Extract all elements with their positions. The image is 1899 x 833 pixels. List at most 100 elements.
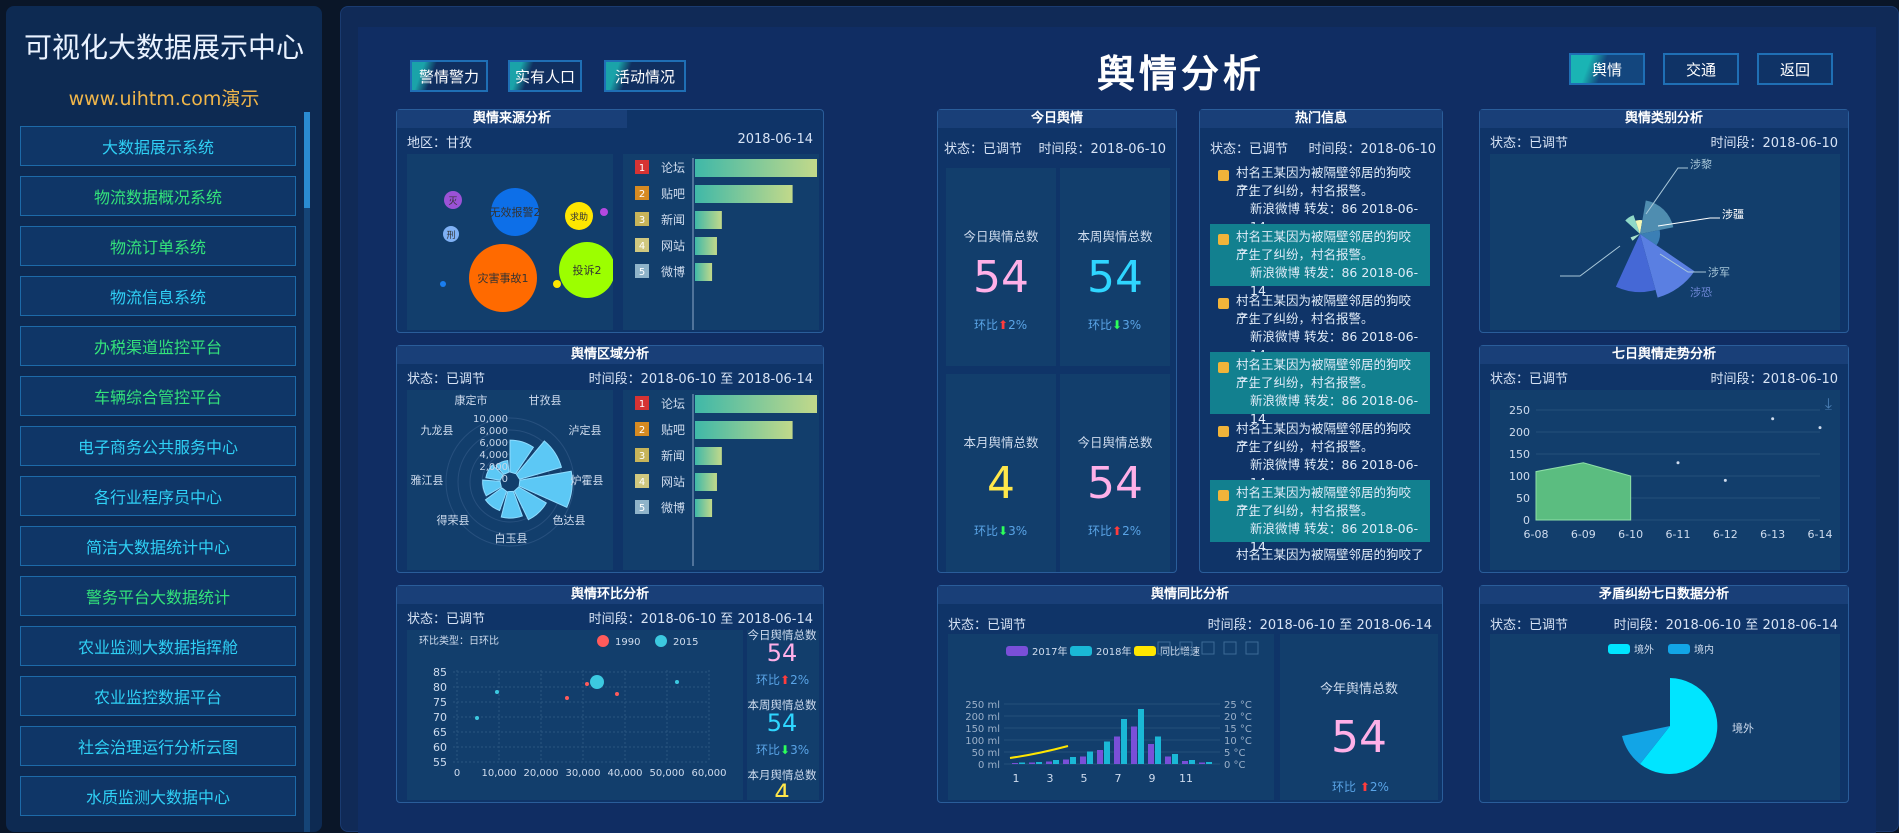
hot-info-item-partial[interactable]: 村名王某因为被隔壁邻居的狗咬了 bbox=[1236, 547, 1424, 562]
bubble-label: 刑 bbox=[446, 230, 455, 241]
sidebar-item[interactable]: 物流数据概况系统 bbox=[20, 176, 296, 216]
rose-slice bbox=[1630, 234, 1640, 241]
sidebar-item[interactable]: 物流信息系统 bbox=[20, 276, 296, 316]
rank-number: 1 bbox=[639, 399, 645, 410]
radial-chart: 10,000 8,000 6,000 4,000 2,000 0 康定市 甘孜县 泸定县 炉霍县色… bbox=[407, 390, 613, 570]
bar-mark bbox=[695, 473, 717, 491]
stat-value: 54 bbox=[1087, 458, 1143, 509]
radial-bar bbox=[484, 487, 508, 512]
sidebar-menu: 大数据展示系统 物流数据概况系统 物流订单系统 物流信息系统 办税渠道监控平台 车辆综合管… bbox=[20, 126, 296, 826]
stat-ratio: 环比⬆2% bbox=[1088, 522, 1141, 539]
hot-info-item[interactable]: 村名王某因为被隔壁邻居的狗咬了， 产生了纠纷，村名报警。 新浪微博 转发：86 … bbox=[1210, 160, 1430, 234]
bar-label: 网站 bbox=[661, 239, 685, 253]
sidebar-item[interactable]: 水质监测大数据中心 bbox=[20, 776, 296, 816]
time-range-label: 时间段：2018-06-10 至 2018-06-14 bbox=[588, 372, 813, 387]
sidebar-item[interactable]: 车辆综合管控平台 bbox=[20, 376, 296, 416]
scatter-point bbox=[475, 716, 479, 720]
scatter-point bbox=[495, 690, 499, 694]
tab-activity[interactable]: 活动情况 bbox=[604, 60, 686, 92]
tab-population[interactable]: 实有人口 bbox=[508, 60, 582, 92]
stat-card: 本月舆情总数 4 环比⬇3% bbox=[946, 374, 1056, 572]
y-tick: 50 bbox=[1516, 492, 1530, 505]
bar-2018 bbox=[1036, 762, 1042, 764]
bar-mark bbox=[695, 237, 717, 255]
bar-2018 bbox=[1121, 719, 1127, 764]
data-point bbox=[1818, 426, 1822, 430]
rank-badge bbox=[635, 212, 649, 226]
pie-label: 境外 bbox=[1732, 721, 1754, 735]
radial-tick: 6,000 bbox=[479, 438, 508, 449]
sidebar-scrollbar-thumb[interactable] bbox=[304, 112, 310, 208]
x-tick: 6-10 bbox=[1618, 528, 1643, 541]
bubble-mark bbox=[559, 242, 615, 298]
bar-2017 bbox=[1097, 750, 1103, 764]
hot-info-item[interactable]: 村名王某因为被隔壁邻居的狗咬了， 产生了纠纷，村名报警。 新浪微博 转发：86 … bbox=[1210, 352, 1430, 426]
y-tick-right: 0 °C bbox=[1224, 760, 1246, 771]
rank-badge bbox=[635, 474, 649, 488]
back-button[interactable]: 返回 bbox=[1757, 53, 1833, 85]
label-line bbox=[1659, 253, 1706, 273]
hot-meta: 新浪微博 转发：86 2018-06-14 bbox=[1250, 521, 1419, 554]
sidebar-item[interactable]: 各行业程序员中心 bbox=[20, 476, 296, 516]
rose-slice bbox=[1615, 234, 1656, 292]
year-ratio: 环比 ⬆2% bbox=[1332, 778, 1389, 795]
ratio-value: 3% bbox=[1008, 524, 1028, 538]
sidebar-item[interactable]: 办税渠道监控平台 bbox=[20, 326, 296, 366]
tab-police-force[interactable]: 警情警力 bbox=[410, 60, 488, 92]
radial-category: 白玉县 bbox=[495, 531, 528, 545]
y-tick-right: 20 °C bbox=[1224, 712, 1252, 723]
download-icon[interactable]: ⤓ bbox=[1824, 394, 1832, 413]
sidebar-item[interactable]: 警务平台大数据统计 bbox=[20, 576, 296, 616]
trend-panel: 七日舆情走势分析 状态：已调节 时间段：2018-06-10 250 200 150… bbox=[1479, 345, 1849, 573]
sidebar-item[interactable]: 物流订单系统 bbox=[20, 226, 296, 266]
stat-ratio: 环比⬇3% bbox=[974, 522, 1027, 539]
legend-label: 2017年 bbox=[1032, 645, 1067, 658]
tab-traffic[interactable]: 交通 bbox=[1663, 53, 1739, 85]
radial-category: 泸定县 bbox=[569, 423, 602, 437]
ratio-value: 3% bbox=[1122, 318, 1142, 332]
bar-2017 bbox=[1114, 736, 1120, 764]
sidebar-scrollbar-track[interactable] bbox=[304, 112, 310, 832]
ratio-value: 2% bbox=[1122, 524, 1142, 538]
rank-badge bbox=[635, 500, 649, 514]
sidebar-item[interactable]: 社会治理运行分析云图 bbox=[20, 726, 296, 766]
bar-2018 bbox=[1104, 741, 1110, 764]
hot-info-list[interactable]: 村名王某因为被隔壁邻居的狗咬了， 产生了纠纷，村名报警。 新浪微博 转发：86 … bbox=[1210, 160, 1436, 568]
bar-2018 bbox=[1172, 754, 1178, 764]
hot-info-item[interactable]: 村名王某因为被隔壁邻居的狗咬了， 产生了纠纷，村名报警。 新浪微博 转发：86 … bbox=[1210, 416, 1430, 490]
download-icon bbox=[1245, 641, 1259, 655]
y-tick: 200 bbox=[1509, 426, 1530, 439]
hot-info-item[interactable]: 村名王某因为被隔壁邻居的狗咬了， 产生了纠纷，村名报警。 新浪微博 转发：86 … bbox=[1210, 480, 1430, 554]
sidebar-title: 可视化大数据展示中心 bbox=[23, 31, 304, 64]
sidebar-item[interactable]: 农业监控数据平台 bbox=[20, 676, 296, 716]
hot-info-item[interactable]: 村名王某因为被隔壁邻居的狗咬了， 产生了纠纷，村名报警。 新浪微博 转发：86 … bbox=[1210, 288, 1430, 362]
ratio-value: 2% bbox=[790, 673, 810, 687]
sidebar: 可视化大数据展示中心 www.uihtm.com演示 大数据展示系统 物流数据概况… bbox=[6, 6, 322, 832]
hot-info-item[interactable]: 村名王某因为被隔壁邻居的狗咬了， 产生了纠纷，村名报警。 新浪微博 转发：86 … bbox=[1210, 224, 1430, 298]
tab-public-opinion[interactable]: 舆情 bbox=[1569, 53, 1645, 85]
radial-category: 炉霍县 bbox=[571, 474, 604, 487]
y-tick-right: 25 °C bbox=[1224, 700, 1252, 711]
sidebar-item[interactable]: 电子商务公共服务中心 bbox=[20, 426, 296, 466]
line-icon bbox=[1179, 641, 1193, 655]
panel-title: 舆情类别分析 bbox=[1480, 110, 1848, 128]
x-tick: 11 bbox=[1179, 772, 1193, 785]
bar-mark bbox=[695, 499, 713, 517]
panel-title: 舆情区域分析 bbox=[397, 346, 823, 364]
dispute-pie-chart: 境外 境内 境外 bbox=[1490, 634, 1840, 800]
rank-badge bbox=[635, 186, 649, 200]
stat-card: 今日舆情总数 54 环比⬆2% bbox=[1060, 374, 1170, 572]
trend-chart: 250 200 150 100 50 0 6-08 6-09 6-10 6-11 6-12 6-13 6… bbox=[1490, 390, 1840, 570]
time-range-label: 时间段：2018-06-10 至 2018-06-14 bbox=[1207, 618, 1432, 633]
sidebar-item[interactable]: 农业监测大数据指挥舱 bbox=[20, 626, 296, 666]
rank-number: 2 bbox=[639, 189, 645, 200]
arrow-up-icon: ⬆ bbox=[780, 673, 791, 687]
yoy-panel: 舆情同比分析 状态：已调节 时间段：2018-06-10 至 2018-06-1… bbox=[937, 585, 1443, 803]
stat-label: 本周舆情总数 bbox=[747, 698, 817, 712]
panel-title: 舆情同比分析 bbox=[938, 586, 1442, 604]
sidebar-item[interactable]: 简洁大数据统计中心 bbox=[20, 526, 296, 566]
stat-label: 本周舆情总数 bbox=[1077, 229, 1153, 244]
sidebar-item[interactable]: 大数据展示系统 bbox=[20, 126, 296, 166]
hot-text-line: 村名王某因为被隔壁邻居的狗咬了， bbox=[1236, 229, 1412, 262]
bar-2017 bbox=[1165, 756, 1171, 764]
